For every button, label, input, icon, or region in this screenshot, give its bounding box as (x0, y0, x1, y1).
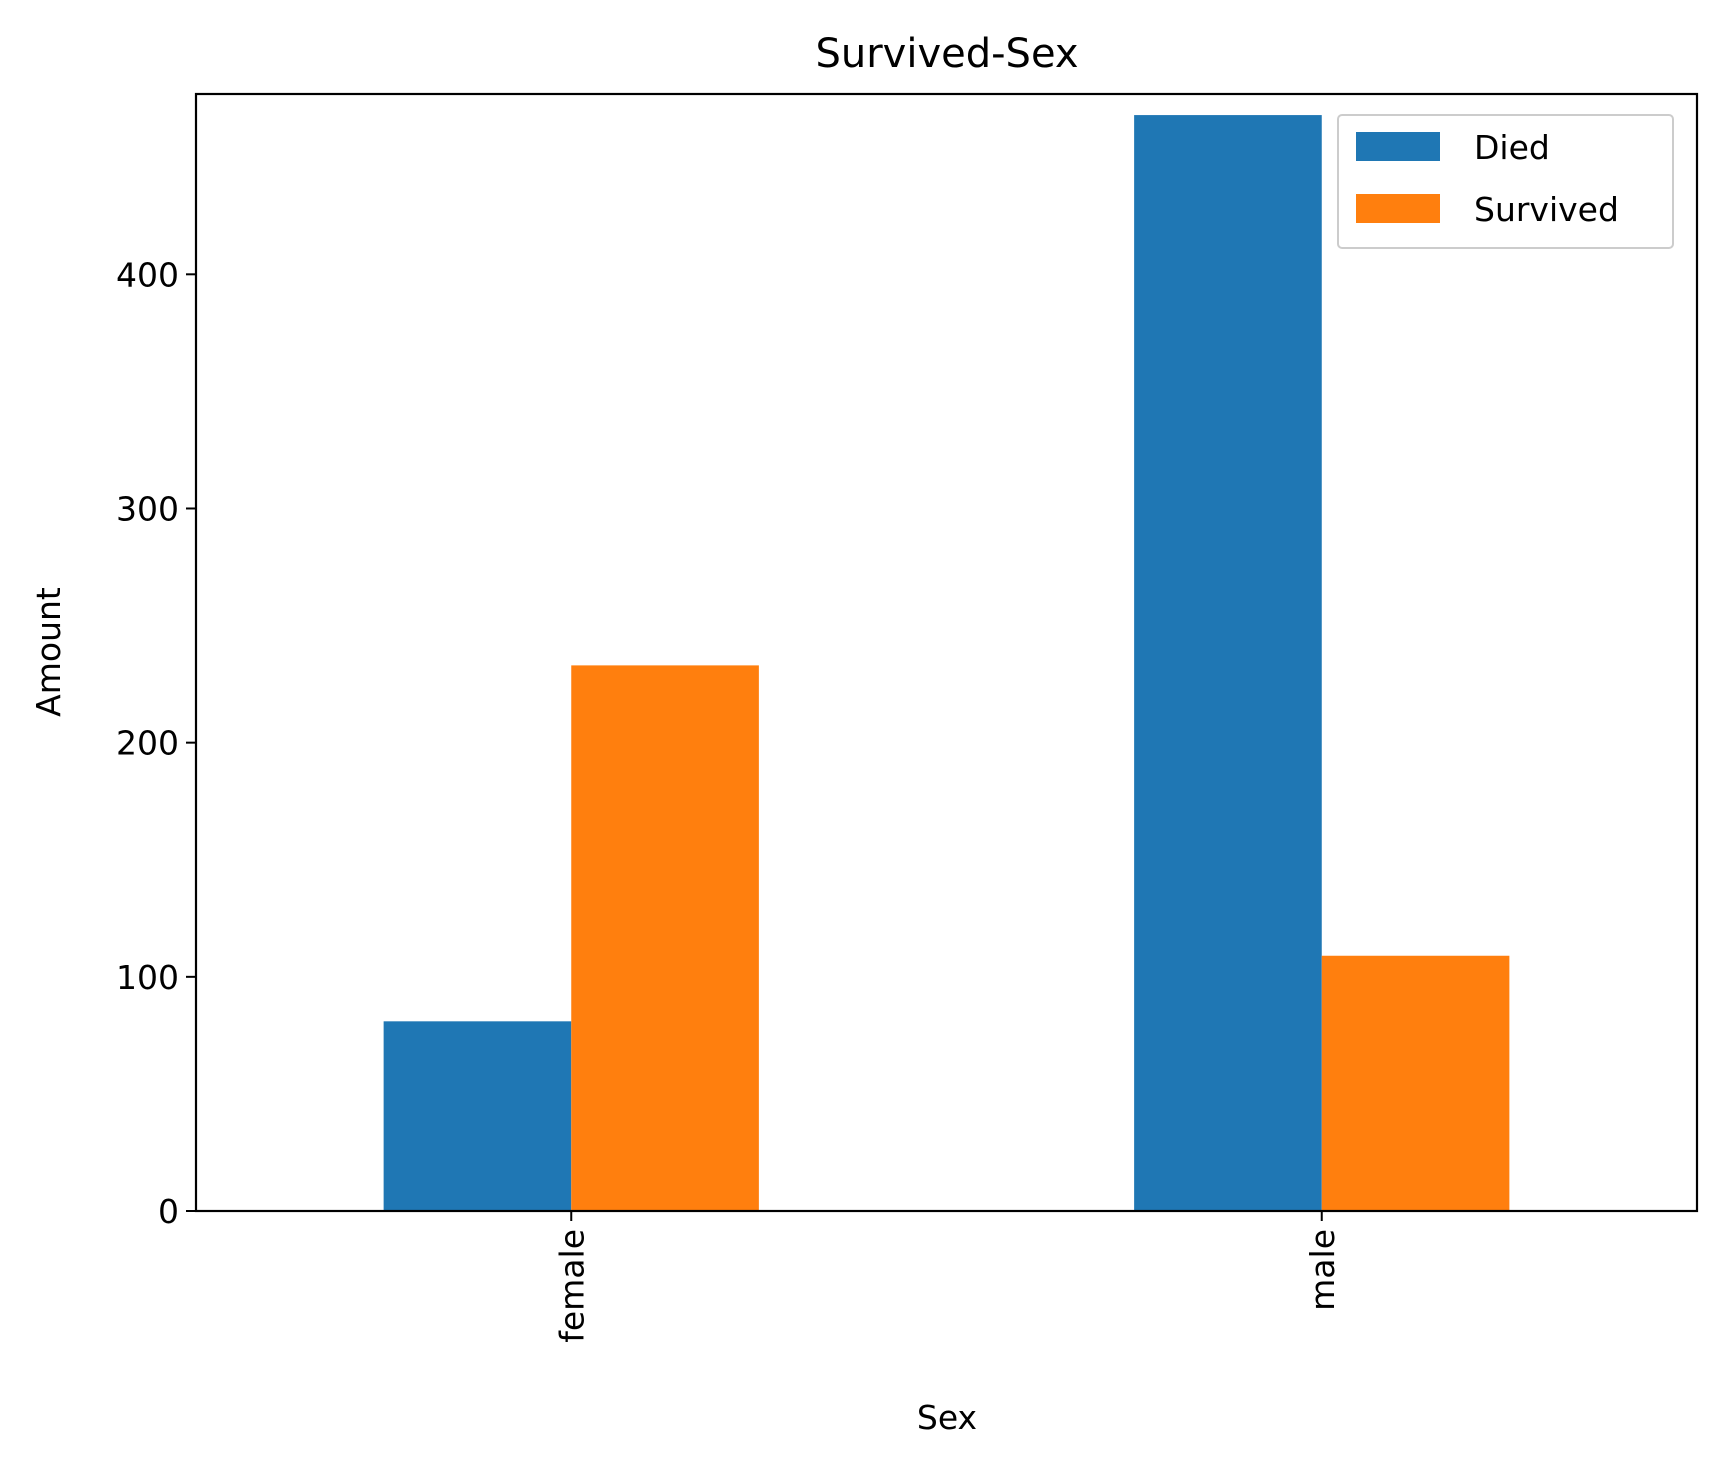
bar-survived-male (1321, 955, 1510, 1211)
y-tick-label: 0 (158, 1192, 179, 1231)
chart-title: Survived-Sex (815, 31, 1078, 77)
legend-label-survived: Survived (1474, 190, 1619, 229)
axes-frame (194, 92, 1699, 1213)
x-tick-label-male: male (1303, 1229, 1342, 1311)
y-tick-label: 400 (116, 255, 179, 294)
y-tick-label: 300 (116, 489, 179, 528)
plot-area (194, 92, 1699, 1213)
x-axis-label: Sex (917, 1398, 977, 1437)
bar-survived-female (571, 665, 759, 1211)
bars-group (383, 115, 1510, 1212)
x-axis: female male (552, 1211, 1342, 1343)
legend-swatch-survived (1356, 194, 1440, 223)
legend-swatch-died (1356, 132, 1440, 161)
legend: Died Survived (1337, 114, 1674, 249)
y-axis: 0 100 200 300 400 (116, 255, 196, 1231)
y-axis-label: Amount (29, 587, 68, 717)
legend-label-died: Died (1474, 128, 1550, 167)
bar-died-male (1134, 115, 1322, 1212)
y-tick-label: 200 (116, 724, 179, 763)
y-tick-label: 100 (116, 958, 179, 997)
legend-items: Died Survived (1356, 128, 1619, 229)
x-tick-label-female: female (552, 1229, 591, 1343)
bar-died-female (383, 1021, 572, 1211)
